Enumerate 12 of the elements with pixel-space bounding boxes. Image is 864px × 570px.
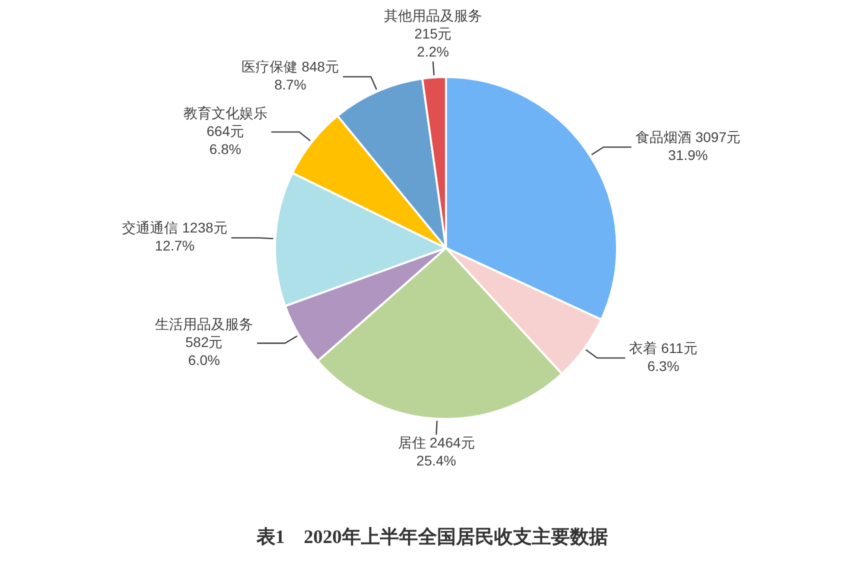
slice-label: 其他用品及服务 (384, 7, 482, 24)
text: 表1 2020年上半年全国居民收支主要数据 (255, 526, 609, 550)
slice-label: 生活用品及服务 (155, 316, 254, 332)
data-label: 215元 2.2% (414, 25, 452, 60)
data-label: 582元 6.0% (185, 334, 223, 368)
slice-label: 衣着 611元 6.3% (629, 340, 698, 374)
slice-label: 医疗保健 848元 8.7% (242, 58, 339, 93)
slice-label: 居住 2464元 25.4% (398, 434, 475, 469)
slice-label: 食品烟酒 3097元 31.9% (635, 128, 741, 163)
slice-label: 交通通信 1238元 12.7% (122, 220, 228, 254)
slice-label: 教育文化娱乐 (183, 104, 268, 121)
data-label: 664元 6.8% (206, 122, 244, 157)
